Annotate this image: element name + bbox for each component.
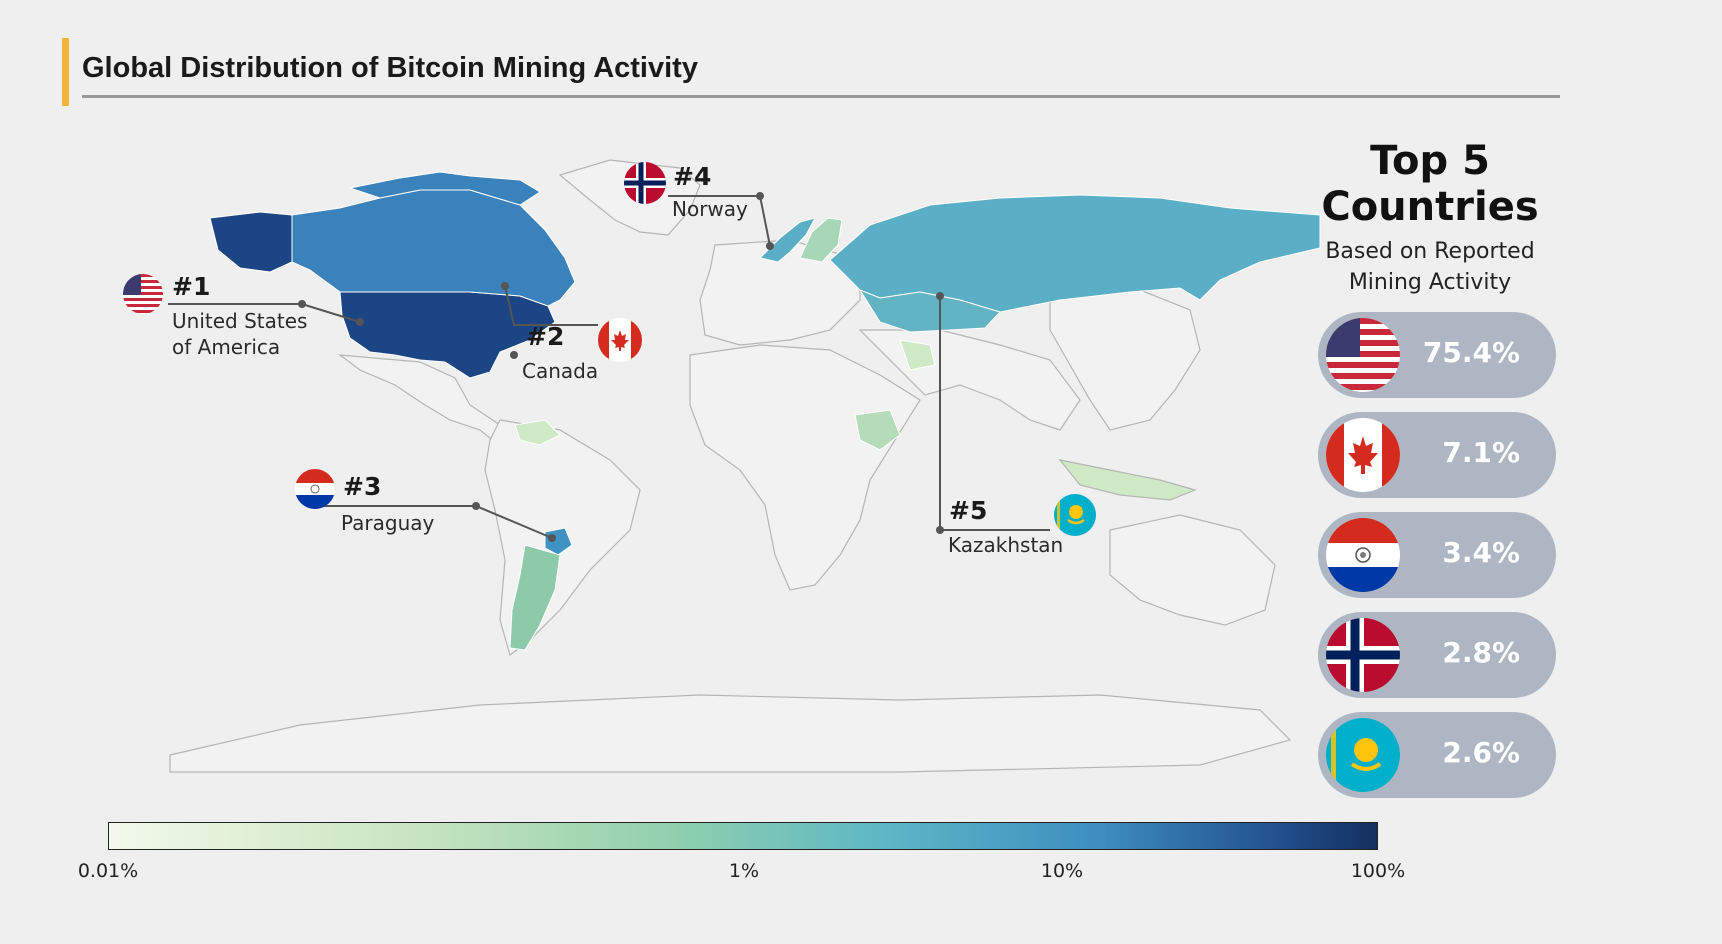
country-name-canada: Canada [522, 359, 599, 383]
europe [699, 239, 861, 346]
kazakhstan-flag-icon [1326, 718, 1400, 792]
top5-pill-kazakhstan: 2.6% [1318, 712, 1556, 798]
title-divider [82, 95, 1560, 98]
argentina-shape [509, 544, 561, 651]
rank-1: #1 [172, 272, 211, 301]
top5-value-canada: 7.1% [1442, 436, 1520, 469]
legend-tick-0-01: 0.01% [77, 860, 139, 882]
rank-5: #5 [949, 496, 988, 525]
top5-title: Top 5 Countries [1290, 138, 1570, 230]
legend-tick-10: 10% [1040, 860, 1084, 882]
top5-value-kazakhstan: 2.6% [1442, 736, 1520, 769]
color-scale-legend [108, 822, 1378, 850]
norway-shape [759, 217, 816, 263]
top5-value-usa: 75.4% [1422, 336, 1520, 369]
legend-tick-1: 1% [728, 860, 760, 882]
paraguay-flag-icon [1326, 518, 1400, 592]
norway-leader-end [766, 242, 774, 250]
top5-subtitle: Based on Reported Mining Activity [1290, 236, 1570, 298]
usa-leader-dot [298, 300, 306, 308]
paraguay-leader-dot [472, 502, 480, 510]
top5-subtitle-line1: Based on Reported [1325, 239, 1535, 264]
kazakhstan-flag-icon [1054, 494, 1096, 536]
rank-4: #4 [673, 162, 712, 191]
africa [689, 344, 921, 591]
canada-leader-dot [510, 351, 518, 359]
antarctica [169, 694, 1292, 773]
top5-pill-paraguay: 3.4% [1318, 512, 1556, 598]
page-title: Global Distribution of Bitcoin Mining Ac… [82, 52, 698, 84]
paraguay-leader-end [548, 534, 556, 542]
ethiopia-shape [854, 409, 901, 451]
legend-tick-100: 100% [1350, 860, 1406, 882]
east-asia [1049, 289, 1201, 431]
top5-pill-usa: 75.4% [1318, 312, 1556, 398]
country-name-usa-line1: United States [172, 309, 308, 333]
paraguay-flag-icon [295, 469, 335, 509]
top5-title-line2: Countries [1321, 184, 1539, 230]
kazakhstan-shape [858, 288, 1001, 333]
country-name-kazakhstan: Kazakhstan [948, 533, 1064, 557]
usa-leader-end [356, 318, 364, 326]
canada-flag-icon [1326, 418, 1400, 492]
norway-flag-icon [1326, 618, 1400, 692]
australia [1109, 514, 1276, 626]
top5-pill-norway: 2.8% [1318, 612, 1556, 698]
sweden-finland [799, 217, 843, 263]
iran-shape [899, 339, 936, 371]
us-flag-icon [123, 274, 163, 314]
title-block: Global Distribution of Bitcoin Mining Ac… [62, 38, 1562, 106]
country-name-norway: Norway [672, 197, 748, 221]
kazakhstan-leader-end [936, 292, 944, 300]
country-name-paraguay: Paraguay [341, 511, 435, 535]
canada-flag-icon [598, 318, 642, 362]
top5-title-line1: Top 5 [1370, 138, 1490, 184]
canada-leader-line [504, 285, 598, 326]
canada-leader-end [501, 282, 509, 290]
canada-shape [291, 189, 576, 307]
rank-3: #3 [343, 472, 382, 501]
norway-flag-icon [624, 162, 666, 204]
norway-leader-dot [756, 192, 764, 200]
top5-subtitle-line2: Mining Activity [1348, 270, 1512, 295]
alaska [209, 211, 293, 273]
canada-arctic-islands [348, 171, 541, 206]
top5-value-norway: 2.8% [1442, 636, 1520, 669]
title-accent-bar [62, 38, 69, 106]
rank-2: #2 [526, 322, 565, 351]
top5-pill-canada: 7.1% [1318, 412, 1556, 498]
country-name-usa-line2: of America [172, 335, 281, 359]
indonesia [1058, 459, 1197, 501]
top5-value-paraguay: 3.4% [1442, 536, 1520, 569]
kazakhstan-leader-dot [936, 526, 944, 534]
venezuela-shape [514, 419, 561, 446]
us-flag-icon [1326, 318, 1400, 392]
